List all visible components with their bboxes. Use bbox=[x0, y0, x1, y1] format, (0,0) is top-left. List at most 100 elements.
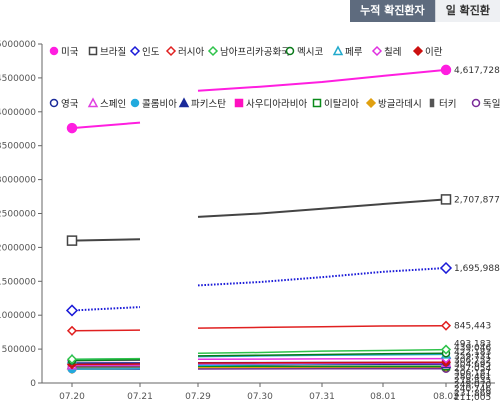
series-line bbox=[197, 357, 447, 361]
y-tick-label: 3500000 bbox=[0, 142, 36, 152]
y-tick-label: 1500000 bbox=[0, 277, 36, 287]
data-point bbox=[49, 46, 59, 56]
legend-item-5[interactable]: 남아프리카공화국 bbox=[207, 45, 290, 58]
legend-item-14[interactable]: 사우디아라비아 bbox=[234, 98, 308, 110]
end-value-label: 493,183 bbox=[454, 340, 491, 350]
legend-item-8[interactable]: 칠레 bbox=[371, 45, 401, 58]
data-point bbox=[88, 46, 98, 56]
end-value-label: 306,752 bbox=[454, 356, 491, 366]
series-line bbox=[71, 306, 141, 312]
end-value-label: 297,054 bbox=[454, 364, 491, 374]
series-line bbox=[197, 324, 447, 329]
series-line bbox=[197, 68, 447, 92]
series-4 bbox=[66, 320, 452, 336]
tab-cumulative-cases[interactable]: 누적 확진환자 bbox=[350, 0, 435, 22]
legend-label: 콜롬비아 bbox=[142, 99, 177, 110]
series-line bbox=[197, 348, 447, 354]
tab-bar: 누적 확진환자 일 확진환 bbox=[350, 0, 500, 22]
legend-item-18[interactable]: 독일 bbox=[471, 98, 500, 110]
end-value-label: 359,731 bbox=[454, 352, 491, 362]
series-line bbox=[197, 198, 447, 218]
data-point bbox=[412, 45, 424, 57]
legend-label: 러시아 bbox=[178, 47, 204, 58]
data-point bbox=[371, 45, 383, 57]
y-tick-label: 2500000 bbox=[0, 210, 36, 220]
legend-label: 이탈리아 bbox=[324, 98, 359, 110]
y-tick-label: 3000000 bbox=[0, 176, 36, 186]
legend-item-1[interactable]: 미국 bbox=[49, 46, 79, 58]
end-value-label: 211,005 bbox=[454, 393, 491, 403]
data-point bbox=[49, 98, 59, 108]
legend-label: 페루 bbox=[345, 47, 363, 58]
series-1 bbox=[66, 64, 452, 134]
legend-label: 영국 bbox=[61, 99, 79, 110]
legend-item-3[interactable]: 인도 bbox=[129, 45, 160, 58]
y-tick-label: 0 bbox=[30, 379, 36, 389]
series-line bbox=[197, 361, 447, 364]
data-point bbox=[129, 45, 141, 57]
data-point bbox=[130, 98, 140, 108]
end-value-label: 280,461 bbox=[454, 372, 491, 382]
y-tick-label: 4000000 bbox=[0, 108, 36, 118]
data-point bbox=[312, 98, 322, 108]
legend-label: 남아프리카공화국 bbox=[220, 47, 290, 58]
series-line bbox=[71, 121, 141, 130]
end-value-label: 306,181 bbox=[454, 368, 491, 378]
legend-item-15[interactable]: 이탈리아 bbox=[312, 98, 360, 110]
legend-item-9[interactable]: 이란 bbox=[412, 45, 443, 58]
data-point bbox=[440, 344, 452, 355]
legend-item-2[interactable]: 브라질 bbox=[88, 46, 127, 58]
series-line bbox=[71, 238, 141, 242]
data-point bbox=[66, 325, 78, 336]
y-tick-label: 1000000 bbox=[0, 311, 36, 321]
series-2 bbox=[66, 194, 452, 246]
data-point bbox=[87, 97, 99, 108]
data-point bbox=[165, 45, 177, 57]
end-value-label: 4,617,728 bbox=[454, 66, 500, 76]
series-line bbox=[197, 267, 447, 287]
end-value-label: 304,695 bbox=[454, 360, 491, 370]
data-point bbox=[66, 235, 78, 246]
legend-item-17[interactable]: 터키 bbox=[429, 98, 457, 110]
series-line bbox=[71, 359, 141, 362]
data-point bbox=[178, 97, 190, 108]
x-tick-label: 08.02 bbox=[433, 392, 459, 402]
legend-label: 스페인 bbox=[100, 99, 126, 110]
legend-label: 터키 bbox=[439, 99, 456, 110]
y-tick-label: 4500000 bbox=[0, 74, 36, 84]
series-5 bbox=[66, 344, 452, 365]
data-point bbox=[440, 320, 452, 331]
legend-label: 독일 bbox=[483, 99, 500, 110]
tab-daily-cases[interactable]: 일 확진환 bbox=[434, 0, 500, 22]
legend-item-4[interactable]: 러시아 bbox=[165, 45, 204, 58]
end-value-label: 2,707,877 bbox=[454, 195, 500, 205]
x-tick-label: 07.20 bbox=[59, 392, 85, 402]
data-point bbox=[440, 64, 452, 76]
legend-item-16[interactable]: 방글라데시 bbox=[365, 97, 422, 110]
x-tick-label: 07.30 bbox=[247, 392, 273, 402]
legend-item-13[interactable]: 파키스탄 bbox=[178, 97, 226, 110]
end-value-label: 1,695,988 bbox=[454, 264, 500, 274]
data-point bbox=[66, 354, 78, 365]
end-value-label: 439,046 bbox=[454, 344, 491, 354]
data-point bbox=[365, 97, 377, 109]
y-tick-label: 500000 bbox=[2, 345, 37, 355]
x-tick-label: 07.21 bbox=[127, 392, 153, 402]
y-tick-label: 2000000 bbox=[0, 243, 36, 253]
data-point bbox=[234, 98, 244, 108]
legend-item-7[interactable]: 페루 bbox=[332, 45, 363, 58]
legend-item-12[interactable]: 콜롬비아 bbox=[130, 98, 178, 110]
legend-item-10[interactable]: 영국 bbox=[49, 98, 79, 110]
series-line bbox=[71, 329, 141, 332]
data-point bbox=[65, 304, 79, 317]
legend-item-11[interactable]: 스페인 bbox=[87, 97, 126, 110]
end-value-label: 240,746 bbox=[454, 385, 491, 395]
legend-label: 브라질 bbox=[100, 46, 126, 58]
legend-item-6[interactable]: 멕시코 bbox=[285, 46, 324, 58]
x-tick-label: 08.01 bbox=[370, 392, 396, 402]
end-value-label: 278,835 bbox=[454, 377, 491, 387]
legend-label: 인도 bbox=[142, 47, 160, 58]
legend-label: 사우디아라비아 bbox=[246, 99, 307, 110]
